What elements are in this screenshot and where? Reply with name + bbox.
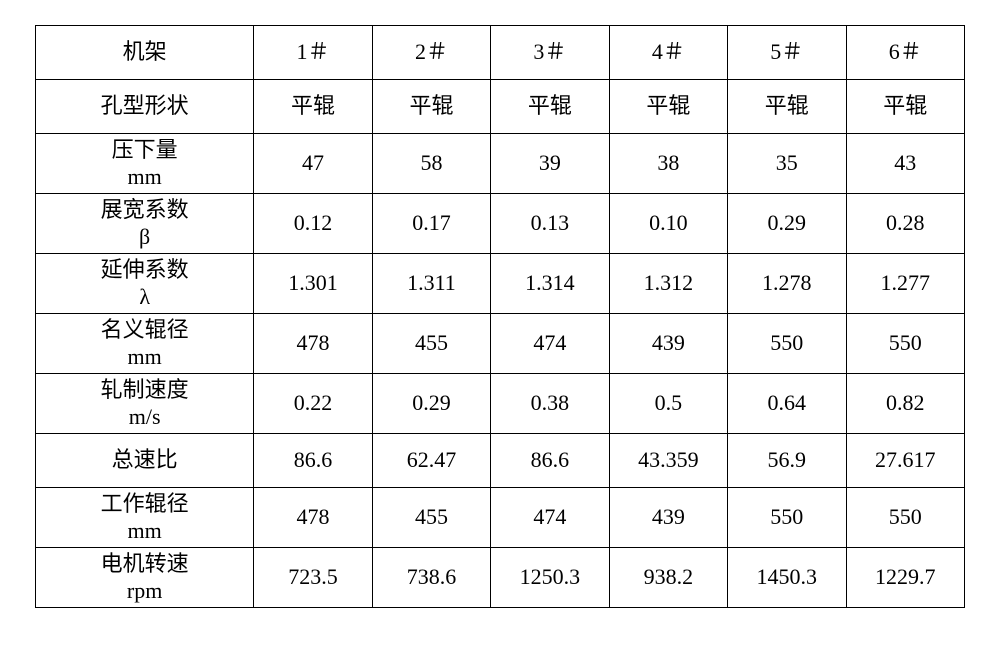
table-cell: 38 (609, 134, 727, 194)
table-cell: 474 (491, 314, 609, 374)
table-cell: 1.314 (491, 254, 609, 314)
table-cell: 478 (254, 488, 372, 548)
table-cell: 0.29 (372, 374, 490, 434)
col-header: 6＃ (846, 26, 965, 80)
row-label: 孔型形状 (36, 80, 254, 134)
table-row: 工作辊径 mm 478 455 474 439 550 550 (36, 488, 965, 548)
table-header-row: 机架 1＃ 2＃ 3＃ 4＃ 5＃ 6＃ (36, 26, 965, 80)
table-cell: 1450.3 (728, 548, 846, 608)
table-cell: 86.6 (491, 434, 609, 488)
table-cell: 1.278 (728, 254, 846, 314)
table-cell: 0.38 (491, 374, 609, 434)
row-label: 名义辊径 mm (36, 314, 254, 374)
row-label: 延伸系数 λ (36, 254, 254, 314)
table-cell: 56.9 (728, 434, 846, 488)
table-cell: 1.301 (254, 254, 372, 314)
row-label: 压下量 mm (36, 134, 254, 194)
table-row: 电机转速 rpm 723.5 738.6 1250.3 938.2 1450.3… (36, 548, 965, 608)
table-cell: 1229.7 (846, 548, 965, 608)
table-cell: 平辊 (846, 80, 965, 134)
col-header: 2＃ (372, 26, 490, 80)
rolling-parameters-table: 机架 1＃ 2＃ 3＃ 4＃ 5＃ 6＃ 孔型形状 平辊 平辊 平辊 平辊 平辊… (35, 25, 965, 608)
table-cell: 439 (609, 314, 727, 374)
table-row: 孔型形状 平辊 平辊 平辊 平辊 平辊 平辊 (36, 80, 965, 134)
table-cell: 平辊 (491, 80, 609, 134)
table-cell: 0.22 (254, 374, 372, 434)
table-cell: 0.29 (728, 194, 846, 254)
table-cell: 550 (728, 488, 846, 548)
table-cell: 738.6 (372, 548, 490, 608)
table-cell: 0.10 (609, 194, 727, 254)
table-cell: 43 (846, 134, 965, 194)
table-cell: 0.64 (728, 374, 846, 434)
col-header: 5＃ (728, 26, 846, 80)
table-cell: 58 (372, 134, 490, 194)
table-cell: 27.617 (846, 434, 965, 488)
table-cell: 550 (728, 314, 846, 374)
table-cell: 平辊 (372, 80, 490, 134)
corner-label: 机架 (36, 26, 254, 80)
table-row: 展宽系数 β 0.12 0.17 0.13 0.10 0.29 0.28 (36, 194, 965, 254)
table-row: 延伸系数 λ 1.301 1.311 1.314 1.312 1.278 1.2… (36, 254, 965, 314)
table-cell: 平辊 (254, 80, 372, 134)
table-cell: 0.17 (372, 194, 490, 254)
table-cell: 550 (846, 314, 965, 374)
table-cell: 43.359 (609, 434, 727, 488)
table-cell: 1.311 (372, 254, 490, 314)
table-cell: 1.312 (609, 254, 727, 314)
row-label: 展宽系数 β (36, 194, 254, 254)
col-header: 1＃ (254, 26, 372, 80)
table-cell: 0.82 (846, 374, 965, 434)
col-header: 3＃ (491, 26, 609, 80)
table-cell: 0.28 (846, 194, 965, 254)
table-cell: 455 (372, 488, 490, 548)
row-label: 电机转速 rpm (36, 548, 254, 608)
table-cell: 723.5 (254, 548, 372, 608)
row-label: 工作辊径 mm (36, 488, 254, 548)
table-row: 压下量 mm 47 58 39 38 35 43 (36, 134, 965, 194)
table-cell: 39 (491, 134, 609, 194)
table-cell: 474 (491, 488, 609, 548)
row-label: 总速比 (36, 434, 254, 488)
table-cell: 439 (609, 488, 727, 548)
table-cell: 1250.3 (491, 548, 609, 608)
col-header: 4＃ (609, 26, 727, 80)
table-cell: 938.2 (609, 548, 727, 608)
table-cell: 0.13 (491, 194, 609, 254)
table-cell: 550 (846, 488, 965, 548)
table-cell: 0.5 (609, 374, 727, 434)
table-row: 总速比 86.6 62.47 86.6 43.359 56.9 27.617 (36, 434, 965, 488)
table-cell: 47 (254, 134, 372, 194)
table-cell: 455 (372, 314, 490, 374)
table-cell: 平辊 (609, 80, 727, 134)
table-cell: 62.47 (372, 434, 490, 488)
table-cell: 平辊 (728, 80, 846, 134)
table-cell: 86.6 (254, 434, 372, 488)
table-cell: 35 (728, 134, 846, 194)
table-cell: 478 (254, 314, 372, 374)
table-cell: 1.277 (846, 254, 965, 314)
table-cell: 0.12 (254, 194, 372, 254)
table-row: 名义辊径 mm 478 455 474 439 550 550 (36, 314, 965, 374)
row-label: 轧制速度 m/s (36, 374, 254, 434)
table-row: 轧制速度 m/s 0.22 0.29 0.38 0.5 0.64 0.82 (36, 374, 965, 434)
